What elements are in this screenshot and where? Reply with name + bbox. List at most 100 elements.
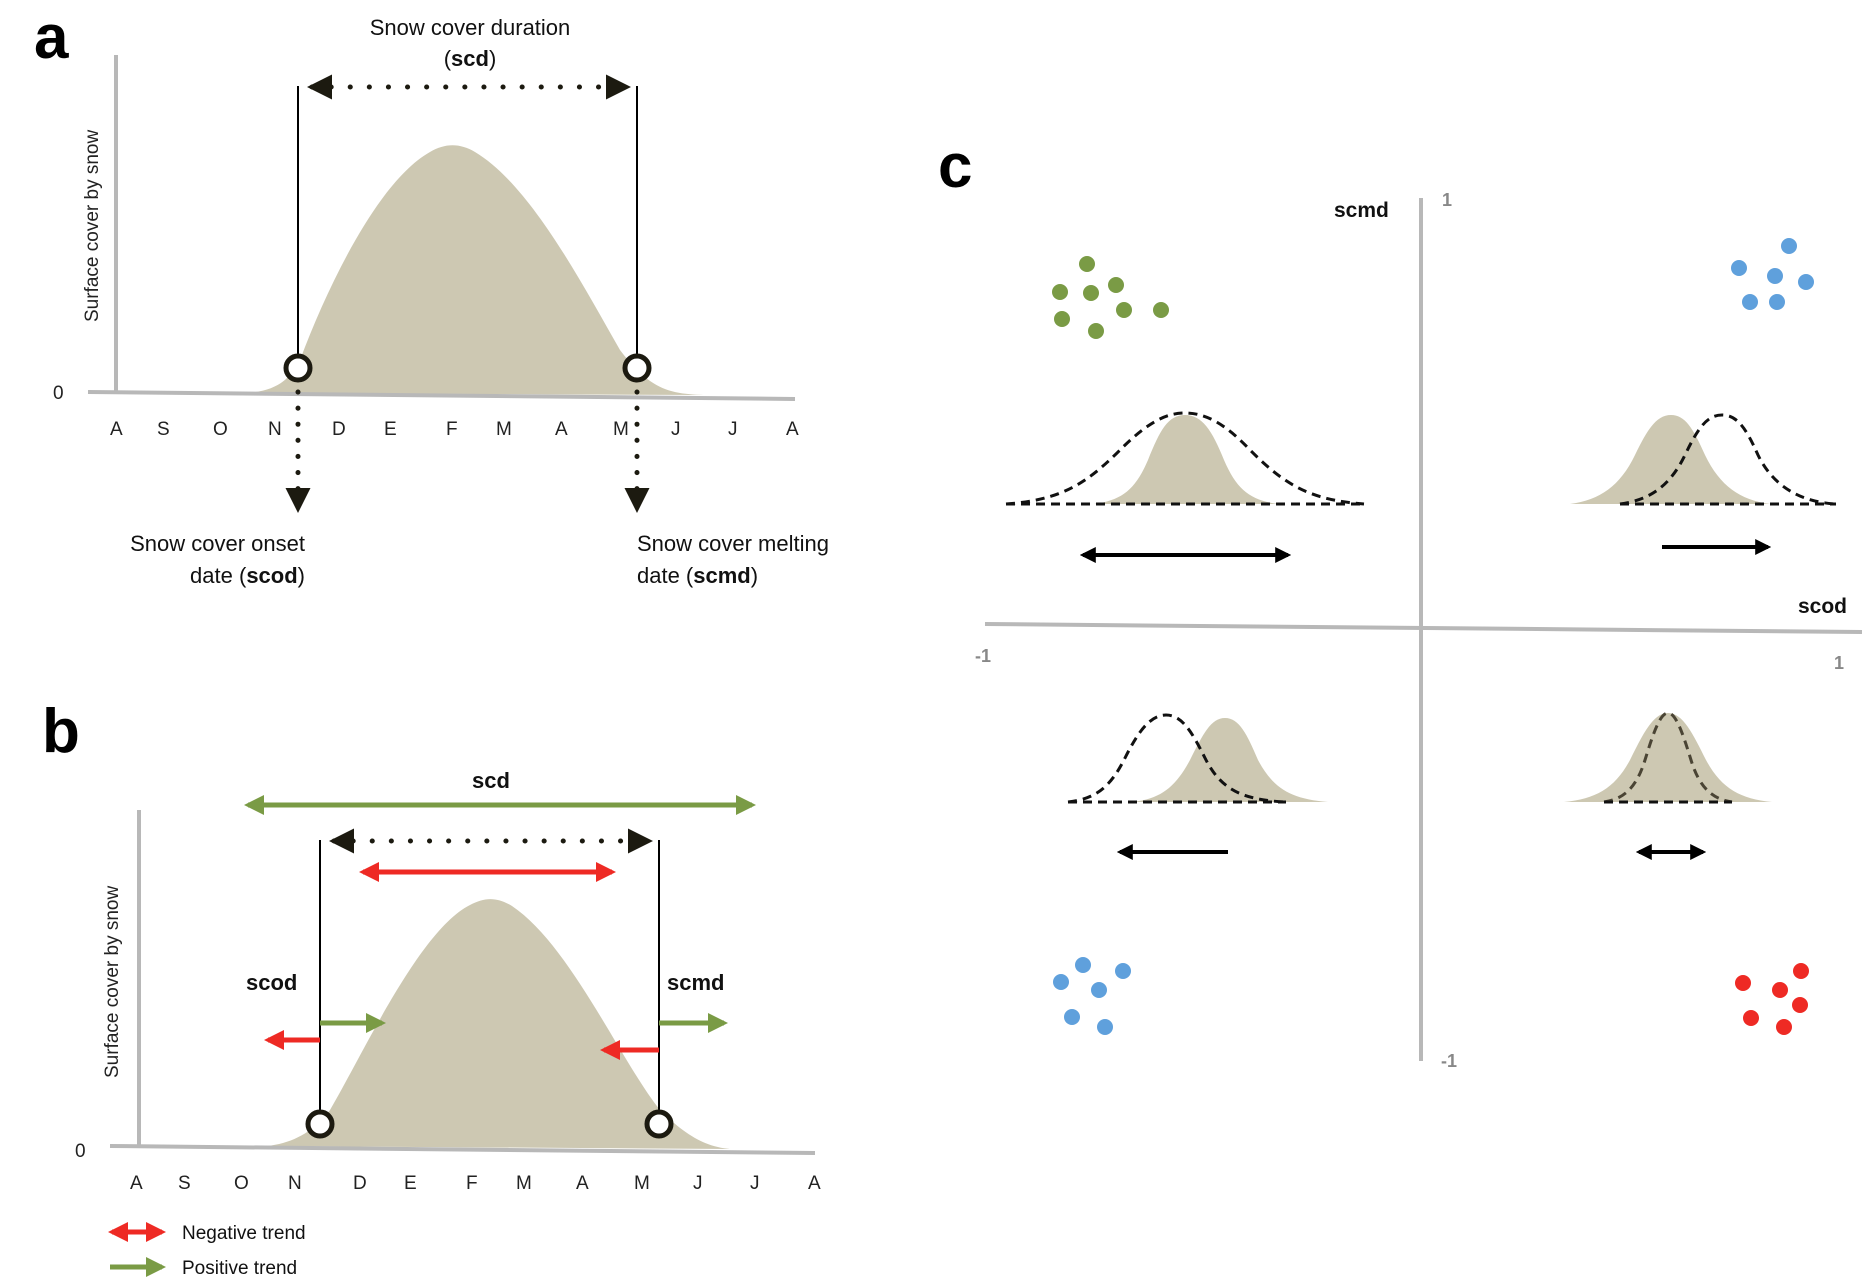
month-tick: M [613,419,629,440]
blue-dot [1731,260,1747,276]
green-dot [1116,302,1132,318]
panel-c-x-axis-label: scod [1798,595,1847,618]
green-dot [1052,284,1068,300]
red-dot [1793,963,1809,979]
blue-dot [1769,294,1785,310]
month-tick: J [750,1173,760,1194]
month-tick: J [671,419,681,440]
month-tick: A [786,419,799,440]
panel-a-ylabel: Surface cover by snow [82,130,103,322]
panel-b-snow-curve [267,899,730,1149]
green-dot [1088,323,1104,339]
blue-dot [1075,957,1091,973]
tl-current-distribution [1094,415,1278,504]
panel-b: b Surface cover by snow 0 A S O N D E F … [42,697,821,1279]
month-tick: N [268,419,282,440]
month-tick: F [466,1173,478,1194]
panel-a-letter: a [34,3,69,72]
red-dot [1792,997,1808,1013]
quadrant-bottom-right [1564,711,1809,1035]
br-future-distribution [1603,711,1733,804]
panel-a-onset-marker [283,353,313,383]
panel-c-x-min: -1 [975,646,991,666]
panel-b-letter: b [42,697,80,766]
panel-a-month-ticks: A S O N D E F M A M J J A [110,419,799,440]
panel-c-y-min: -1 [1441,1051,1457,1071]
panel-b-onset-marker [305,1109,335,1139]
tl-future-distribution [1005,411,1365,506]
panel-c-x-max: 1 [1834,653,1844,673]
panel-a-onset-abbrev: date (scod) [190,563,305,588]
br-current-distribution [1564,713,1772,802]
panel-c-x-axis [984,622,1863,634]
panel-b-zero: 0 [75,1141,86,1162]
green-dot [1108,277,1124,293]
panel-a-x-axis [87,390,796,401]
red-dot [1735,975,1751,991]
panel-a-duration-label: Snow cover duration [370,15,571,40]
panel-c-y-axis-label: scmd [1334,199,1389,222]
bl-current-distribution [1132,718,1328,802]
panel-a-melt-label: Snow cover melting [637,531,829,556]
month-tick: D [332,419,346,440]
panel-b-scmd-label: scmd [667,970,724,995]
month-tick: M [496,419,512,440]
red-dot [1772,982,1788,998]
month-tick: M [634,1173,650,1194]
panel-b-melt-marker [644,1109,674,1139]
blue-dot [1798,274,1814,290]
blue-dot [1781,238,1797,254]
blue-dot [1097,1019,1113,1035]
month-tick: E [404,1173,417,1194]
green-dot [1054,311,1070,327]
month-tick: A [130,1173,143,1194]
blue-dot [1115,963,1131,979]
panel-a-snow-curve [244,145,705,395]
quadrant-top-right [1570,238,1837,555]
panel-c: c scmd scod 1 -1 -1 1 [938,132,1863,1071]
panel-a-duration-abbrev: (scd) [444,46,497,71]
quadrant-top-left [1005,256,1365,563]
panel-b-scd-label: scd [472,768,510,793]
legend-positive-label: Positive trend [182,1258,297,1279]
green-dot [1083,285,1099,301]
tr-future-distribution [1619,413,1837,506]
month-tick: O [234,1173,249,1194]
panel-b-scod-label: scod [246,970,297,995]
blue-dot [1767,268,1783,284]
month-tick: M [516,1173,532,1194]
legend-negative-label: Negative trend [182,1223,306,1244]
panel-a-melt-marker [622,353,652,383]
panel-a-zero: 0 [53,383,64,404]
month-tick: A [110,419,123,440]
panel-c-letter: c [938,132,972,201]
month-tick: J [728,419,738,440]
month-tick: F [446,419,458,440]
month-tick: O [213,419,228,440]
panel-a-melt-abbrev: date (scmd) [637,563,758,588]
red-dot [1743,1010,1759,1026]
green-dot [1079,256,1095,272]
panel-b-ylabel: Surface cover by snow [102,886,123,1078]
panel-b-x-axis [109,1144,816,1155]
panel-a-onset-label: Snow cover onset [130,531,305,556]
quadrant-bottom-left [1053,713,1328,1035]
month-tick: D [353,1173,367,1194]
blue-dot [1091,982,1107,998]
month-tick: A [576,1173,589,1194]
panel-a: a Surface cover by snow 0 A S O N D E F … [34,3,829,588]
panel-b-month-ticks: A S O N D E F M A M J J A [130,1173,821,1194]
month-tick: E [384,419,397,440]
month-tick: S [178,1173,191,1194]
tr-current-distribution [1570,415,1770,504]
month-tick: A [808,1173,821,1194]
month-tick: S [157,419,170,440]
blue-dot [1742,294,1758,310]
blue-dot [1064,1009,1080,1025]
panel-c-y-max: 1 [1442,190,1452,210]
bl-future-distribution [1067,713,1287,804]
month-tick: A [555,419,568,440]
green-dot [1153,302,1169,318]
blue-dot [1053,974,1069,990]
